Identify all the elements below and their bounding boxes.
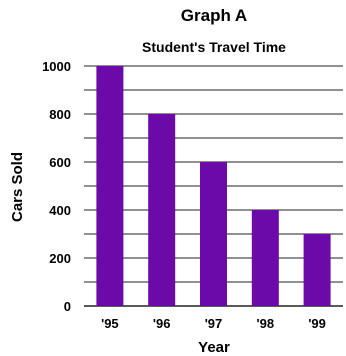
bar: [96, 66, 124, 306]
y-tick-label: 800: [49, 107, 71, 122]
x-tick-label: '99: [308, 316, 326, 331]
x-tick-label: '96: [153, 316, 171, 331]
y-axis-label: Cars Sold: [9, 152, 26, 222]
y-tick-label: 0: [64, 299, 71, 314]
y-tick-label: 400: [49, 203, 71, 218]
bar: [200, 162, 227, 306]
x-tick-label: '98: [257, 316, 275, 331]
y-tick-label: 200: [49, 251, 71, 266]
x-tick-labels: '95 '96 '97 '98 '99: [101, 316, 326, 331]
y-tick-label: 1000: [42, 59, 71, 74]
y-tick-labels: 0 200 400 600 800 1000: [42, 59, 71, 314]
y-tick-label: 600: [49, 155, 71, 170]
bar: [148, 114, 176, 306]
x-axis-label: Year: [198, 339, 230, 356]
bars: [96, 66, 331, 306]
chart-subtitle: Student's Travel Time: [142, 39, 286, 55]
bar: [303, 234, 331, 306]
bar: [251, 210, 279, 306]
x-tick-label: '95: [101, 316, 119, 331]
chart-title: Graph A: [181, 6, 247, 25]
x-tick-label: '97: [205, 316, 223, 331]
